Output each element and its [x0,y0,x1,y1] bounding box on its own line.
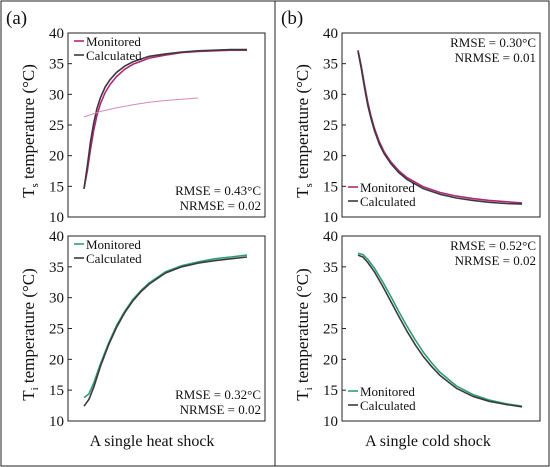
y-axis-label-rest: temperature (°C) [19,64,38,183]
legend-label: Monitored [86,34,141,49]
legend-label: Calculated [360,194,416,209]
y-tick-label: 15 [323,383,338,399]
y-tick-label: 35 [323,57,338,73]
y-tick-label: 40 [49,26,64,42]
legend-label: Calculated [360,398,416,413]
legend-label: Monitored [360,384,415,399]
y-tick-label: 25 [323,118,338,134]
series-line-calculated [84,50,247,189]
caption-heat-shock: A single heat shock [90,433,215,450]
chart-b-top: 10 15 20 25 30 35 40 Ts temperature (°C) Monitor… [293,26,540,226]
y-axis-label-rest: temperature (°C) [293,64,312,183]
y-tick-label: 15 [49,179,64,195]
series-line-monitored [84,255,247,398]
y-axis-label-main: T [19,390,38,401]
legend-label: Calculated [86,251,142,266]
y-tick-label: 25 [49,322,64,338]
y-tick-label: 15 [49,383,64,399]
y-tick-label: 10 [323,414,338,430]
y-tick-label: 10 [49,210,64,226]
series-line-monitored [84,50,247,189]
y-tick-label: 30 [49,291,64,307]
y-tick-label: 35 [323,260,338,276]
stats-text: NRMSE = 0.02 [180,402,261,417]
y-tick-label: 15 [323,179,338,195]
y-tick-label: 35 [49,57,64,73]
y-axis-label: Ti temperature (°C) [293,268,315,401]
y-tick-label: 30 [49,87,64,103]
stats-text: NRMSE = 0.02 [455,253,536,268]
y-axis-label: Ti temperature (°C) [19,268,41,401]
series-line-calculated [84,257,247,406]
y-axis-label-main: T [293,390,312,401]
legend-label: Monitored [86,237,141,252]
chart-b-bottom: 10 15 20 25 30 35 40 Ti temperature (°C) Monitor… [293,229,540,430]
stats-text: RMSE = 0.30°C [450,35,536,50]
y-tick-label: 25 [49,118,64,134]
y-axis-label-rest: temperature (°C) [293,268,312,387]
panel-label-b: (b) [281,8,303,29]
y-tick-label: 20 [323,352,338,368]
stats-text: RMSE = 0.32°C [175,387,261,402]
legend-label: Calculated [86,48,142,63]
y-tick-label: 10 [323,210,338,226]
y-axis-label: Ts temperature (°C) [19,64,41,198]
panel-label-a: (a) [6,8,27,29]
stats-text: RMSE = 0.52°C [450,238,536,253]
caption-cold-shock: A single cold shock [365,433,491,450]
chart-a-bottom: 10 15 20 25 30 35 40 Ti temperature (°C) Monitor… [19,229,265,430]
y-axis-label-rest: temperature (°C) [19,268,38,387]
y-axis-label-main: T [293,187,312,198]
y-tick-label: 40 [323,26,338,42]
chart-a-top: 10 15 20 25 30 35 40 Ts temperature (°C) Monitor… [19,26,265,226]
y-tick-label: 20 [49,352,64,368]
y-tick-label: 20 [323,149,338,165]
stats-text: NRMSE = 0.02 [180,198,261,213]
y-tick-label: 30 [323,87,338,103]
stats-text: RMSE = 0.43°C [175,183,261,198]
y-tick-label: 35 [49,260,64,276]
y-tick-label: 25 [323,322,338,338]
y-tick-label: 30 [323,291,338,307]
y-axis-label: Ts temperature (°C) [293,64,315,198]
y-tick-label: 40 [49,229,64,245]
y-tick-label: 10 [49,414,64,430]
legend-label: Monitored [360,180,415,195]
y-tick-label: 20 [49,149,64,165]
y-tick-label: 40 [323,229,338,245]
stats-text: NRMSE = 0.01 [455,50,536,65]
y-axis-label-main: T [19,187,38,198]
